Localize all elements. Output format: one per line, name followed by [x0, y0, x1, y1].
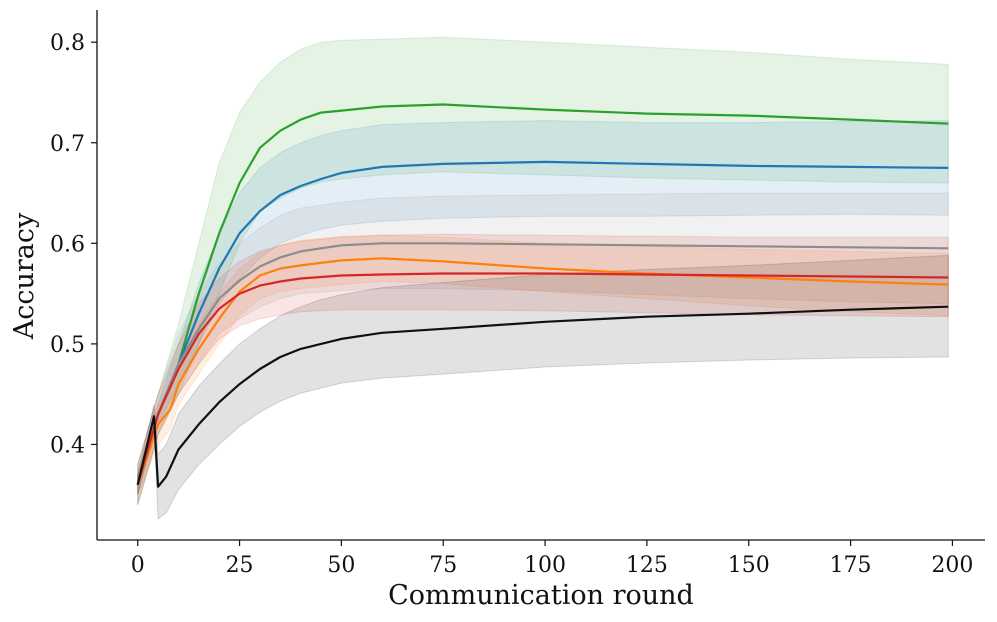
band-gray [137, 192, 949, 505]
x-ticks: 0 25 50 75 100 125 150 175 200 [131, 540, 973, 578]
band-red [137, 233, 949, 505]
x-tick-label: 0 [131, 553, 145, 578]
x-tick-label: 175 [830, 553, 872, 578]
x-tick-label: 100 [524, 553, 566, 578]
x-tick-label: 25 [226, 553, 254, 578]
x-tick-label: 150 [728, 553, 770, 578]
series-line-black [136, 305, 949, 488]
series-line-blue [136, 160, 949, 486]
y-tick-label: 0.5 [50, 333, 85, 358]
series-lines [136, 103, 949, 488]
confidence-bands [137, 36, 949, 520]
x-tick-label: 50 [327, 553, 355, 578]
y-axis-title: Accuracy [9, 212, 40, 340]
band-blue [137, 120, 949, 495]
band-orange [137, 234, 949, 495]
x-axis-title: Communication round [388, 580, 694, 611]
y-tick-label: 0.4 [50, 433, 85, 458]
band-green [137, 36, 949, 505]
series-line-gray [136, 242, 949, 486]
y-tick-label: 0.7 [50, 132, 85, 157]
y-tick-label: 0.8 [50, 31, 85, 56]
series-line-red [136, 272, 949, 486]
x-tick-label: 200 [931, 553, 973, 578]
band-black [137, 254, 949, 520]
y-ticks: 0.4 0.5 0.6 0.7 0.8 [50, 31, 97, 458]
series-line-green [136, 103, 949, 486]
y-tick-label: 0.6 [50, 232, 85, 257]
x-tick-label: 75 [429, 553, 457, 578]
x-tick-label: 125 [626, 553, 668, 578]
axes [96, 10, 985, 541]
